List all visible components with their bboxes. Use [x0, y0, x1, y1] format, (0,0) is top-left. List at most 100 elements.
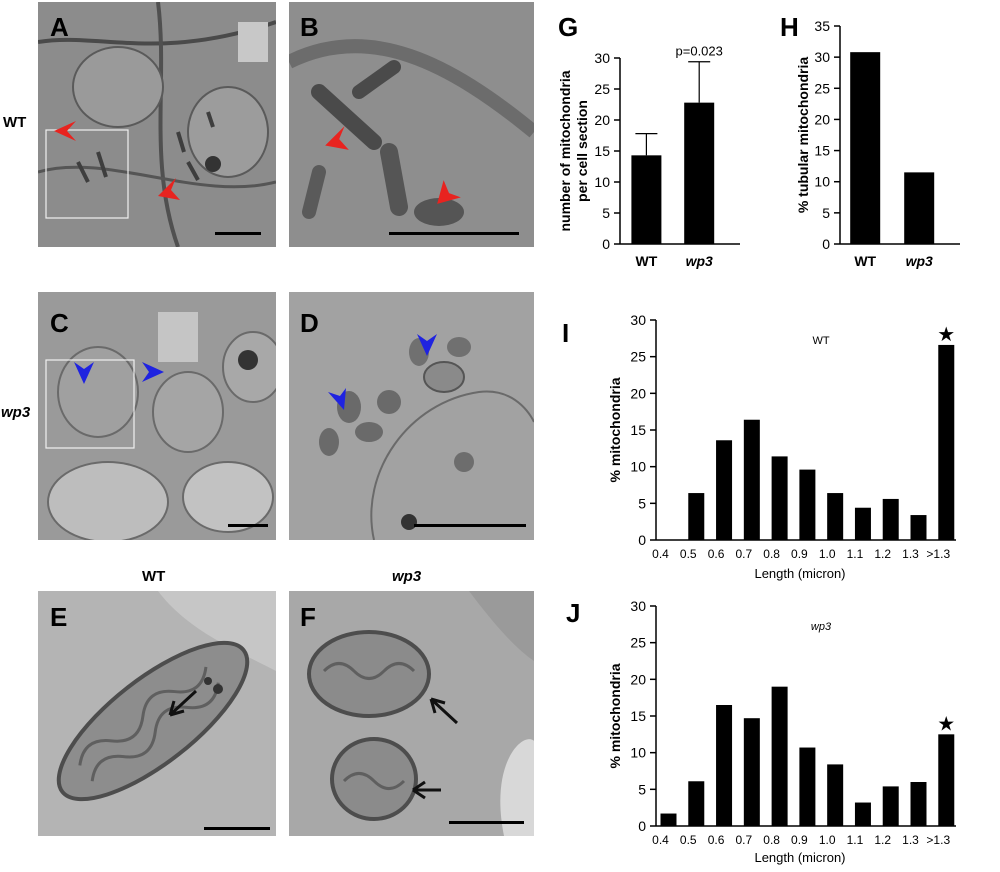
x-tick-label: >1.3 — [926, 833, 950, 847]
blue-arrowhead-icon — [417, 334, 437, 356]
y-tick-label: 25 — [594, 81, 610, 97]
micrograph-panel-e — [38, 591, 276, 836]
row-label-wp3: wp3 — [1, 404, 31, 421]
x-tick-label: 0.9 — [791, 547, 808, 561]
y-tick-label: 25 — [814, 80, 830, 96]
blue-arrowhead-icon — [142, 362, 164, 382]
x-tick-label: wp3 — [686, 253, 713, 269]
y-tick-label: 0 — [638, 532, 646, 548]
bar-i-3 — [743, 419, 760, 540]
y-tick-label: 30 — [630, 312, 646, 328]
star-marker: ★ — [937, 713, 955, 735]
bar-h-0 — [850, 52, 881, 244]
x-tick-label: 1.1 — [847, 547, 864, 561]
y-axis-label: % tubular mitochondria — [795, 57, 811, 214]
y-axis-label: % mitochondria — [607, 377, 623, 482]
bar-i-9 — [910, 515, 927, 540]
panel-label-f: F — [300, 602, 316, 632]
y-tick-label: 25 — [630, 349, 646, 365]
x-tick-label: 0.9 — [791, 833, 808, 847]
bar-j-7 — [854, 802, 871, 826]
x-tick-label: 1.3 — [902, 547, 919, 561]
y-tick-label: 20 — [630, 385, 646, 401]
bar-g-1 — [684, 102, 715, 244]
bar-i-10 — [938, 344, 955, 540]
x-tick-label: 1.0 — [819, 547, 836, 561]
y-axis-label-line: % tubular mitochondria — [795, 57, 811, 214]
y-tick-label: 30 — [630, 598, 646, 614]
x-axis-label: Length (micron) — [754, 566, 845, 581]
y-tick-label: 10 — [630, 745, 646, 761]
x-tick-label: 1.2 — [874, 547, 891, 561]
y-axis-label-line: % mitochondria — [607, 377, 623, 482]
bar-i-5 — [799, 469, 816, 540]
y-tick-label: 15 — [630, 708, 646, 724]
chart-i: 0 5 10 15 20 25 30 % mitochondria 0.4 0.5 0.6 0.7 0.… — [607, 312, 956, 581]
blue-arrowhead-icon — [328, 388, 346, 410]
x-tick-label: wp3 — [906, 253, 933, 269]
micrograph-panel-f — [289, 591, 534, 836]
y-tick-label: 5 — [638, 495, 646, 511]
panel-label-a: A — [50, 12, 69, 42]
bar-j-0 — [660, 813, 677, 826]
bar-j-5 — [799, 747, 816, 826]
red-arrowhead-icon — [325, 126, 349, 150]
y-tick-label: 0 — [638, 818, 646, 834]
bar-j-3 — [743, 718, 760, 826]
chart-j: 0 5 10 15 20 25 30 % mitochondria 0.4 0.5 0.6 0.7 0.… — [607, 598, 956, 865]
bar-j-2 — [716, 705, 733, 826]
y-axis-label-line: % mitochondria — [607, 663, 623, 768]
bar-i-6 — [827, 493, 844, 540]
y-tick-label: 5 — [822, 205, 830, 221]
x-tick-label: 0.5 — [680, 833, 697, 847]
bar-h-1 — [904, 172, 935, 244]
y-tick-label: 35 — [814, 18, 830, 34]
x-tick-label: WT — [636, 253, 658, 269]
chart-title: wp3 — [811, 621, 832, 633]
black-arrowhead-icon — [429, 697, 459, 725]
y-tick-label: 15 — [814, 143, 830, 159]
p-value-annotation: p=0.023 — [676, 44, 723, 59]
x-tick-label: 0.6 — [708, 833, 725, 847]
y-axis-label: % mitochondria — [607, 663, 623, 768]
y-tick-label: 20 — [594, 112, 610, 128]
red-arrowhead-icon — [158, 178, 180, 200]
bar-i-8 — [882, 498, 899, 540]
column-label-f: wp3 — [392, 568, 422, 585]
row-label-wt: WT — [3, 114, 27, 131]
y-tick-label: 0 — [822, 236, 830, 252]
x-tick-label: >1.3 — [926, 547, 950, 561]
black-arrowhead-icon — [168, 689, 198, 717]
y-tick-label: 5 — [638, 781, 646, 797]
bar-j-1 — [688, 781, 705, 826]
panel-label-h: H — [780, 12, 799, 42]
y-tick-label: 0 — [602, 236, 610, 252]
y-tick-label: 15 — [594, 143, 610, 159]
panel-label-d: D — [300, 308, 319, 338]
panel-label-c: C — [50, 308, 69, 338]
y-tick-label: 5 — [602, 205, 610, 221]
star-marker: ★ — [937, 324, 955, 346]
chart-h: 0 5 10 15 20 25 30 35 % tubular mitochondria WT wp… — [795, 18, 960, 269]
bar-g-0 — [631, 155, 662, 244]
x-tick-label: 1.2 — [874, 833, 891, 847]
micrograph-panel-c — [38, 292, 276, 540]
y-tick-label: 10 — [594, 174, 610, 190]
bar-i-7 — [854, 507, 871, 540]
y-axis-label-line: number of mitochondria — [560, 70, 573, 231]
y-tick-label: 10 — [814, 174, 830, 190]
x-tick-label: 1.1 — [847, 833, 864, 847]
x-tick-label: 0.4 — [652, 833, 669, 847]
chart-title: WT — [812, 335, 829, 347]
y-tick-label: 20 — [630, 671, 646, 687]
x-tick-label: 1.0 — [819, 833, 836, 847]
panel-label-i: I — [562, 318, 570, 348]
x-tick-label: 0.7 — [735, 833, 752, 847]
panel-label-j: J — [566, 598, 581, 628]
y-tick-label: 30 — [594, 50, 610, 66]
red-arrowhead-icon — [437, 180, 461, 204]
y-tick-label: 10 — [630, 459, 646, 475]
bar-i-1 — [688, 493, 705, 540]
y-tick-label: 15 — [630, 422, 646, 438]
